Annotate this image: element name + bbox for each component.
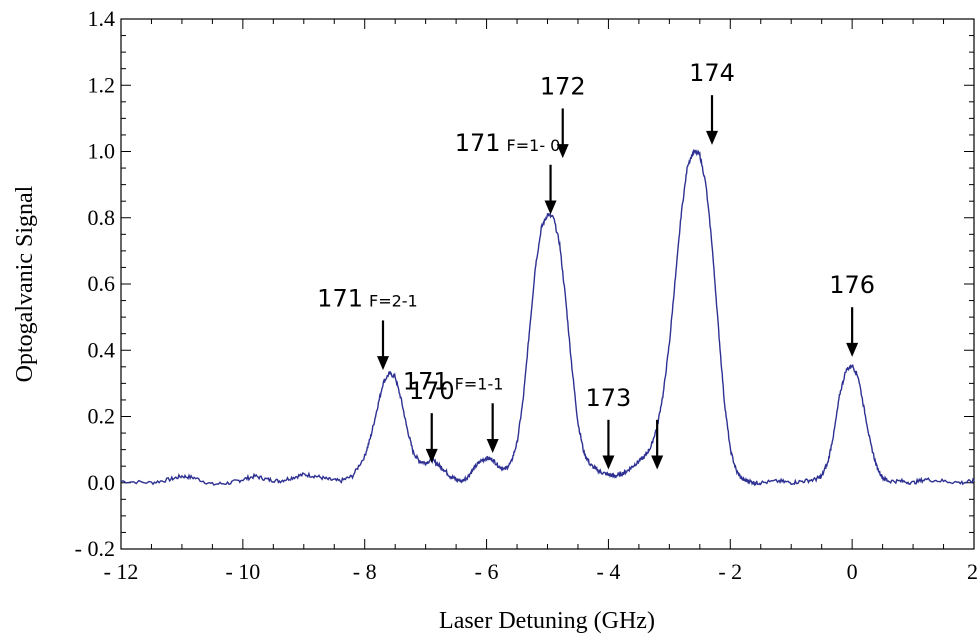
x-tick-label: - 8 bbox=[353, 559, 377, 584]
y-tick-label: 0.2 bbox=[88, 404, 116, 429]
y-tick-label: 0.0 bbox=[88, 470, 116, 495]
annotation-label: 170 bbox=[409, 377, 455, 405]
x-tick-label: - 4 bbox=[597, 559, 621, 584]
annotation-label: 172 bbox=[540, 72, 586, 100]
annotation-sublabel: F=1-1 bbox=[455, 374, 504, 393]
y-tick-label: 0.6 bbox=[88, 271, 116, 296]
y-tick-label: 1.2 bbox=[88, 72, 116, 97]
x-tick-label: - 2 bbox=[718, 559, 742, 584]
y-tick-label: 1.4 bbox=[88, 6, 116, 31]
annotation-arrowhead bbox=[376, 356, 389, 371]
annotation-label: 173 bbox=[586, 384, 632, 412]
annotation-label: 171 bbox=[455, 129, 501, 157]
x-tick-label: - 12 bbox=[104, 559, 139, 584]
annotation-arrowhead bbox=[556, 144, 569, 159]
x-tick-label: - 10 bbox=[225, 559, 260, 584]
y-axis-title: Optogalvanic Signal bbox=[12, 185, 38, 382]
annotation-label: 171 bbox=[317, 284, 363, 312]
x-tick-label: 0 bbox=[847, 559, 858, 584]
y-tick-label: 1.0 bbox=[88, 139, 116, 164]
annotation-label: 171 bbox=[403, 367, 449, 395]
annotation-arrowhead bbox=[486, 438, 499, 453]
axis-ticks bbox=[120, 18, 975, 550]
annotation-label: 176 bbox=[829, 271, 875, 299]
annotation-arrowhead bbox=[544, 200, 557, 215]
y-tick-label: 0.4 bbox=[88, 337, 116, 362]
annotation-arrowhead bbox=[425, 448, 438, 463]
y-tick-label: 0.8 bbox=[88, 205, 116, 230]
x-tick-label: - 6 bbox=[475, 559, 499, 584]
annotation-sublabel: F=2-1 bbox=[369, 291, 418, 310]
annotation-sublabel: F=1- 0 bbox=[507, 136, 561, 155]
annotation-label: 174 bbox=[689, 59, 735, 87]
y-tick-label: - 0.2 bbox=[75, 536, 115, 561]
annotation-arrowhead bbox=[706, 130, 719, 145]
annotation-arrowhead bbox=[602, 455, 615, 470]
axis-tick-labels: - 12 - 10 - 8 - 6 - 4 - 2 0 2 - 0.2 0.0 0.2 0.4 0.6 0… bbox=[75, 6, 978, 584]
annotation-arrowhead bbox=[846, 342, 859, 357]
annotation-arrowhead bbox=[651, 455, 664, 470]
x-tick-label: 2 bbox=[967, 559, 978, 584]
x-axis-title: Laser Detuning (GHz) bbox=[439, 608, 655, 634]
data-series-line bbox=[120, 149, 975, 487]
